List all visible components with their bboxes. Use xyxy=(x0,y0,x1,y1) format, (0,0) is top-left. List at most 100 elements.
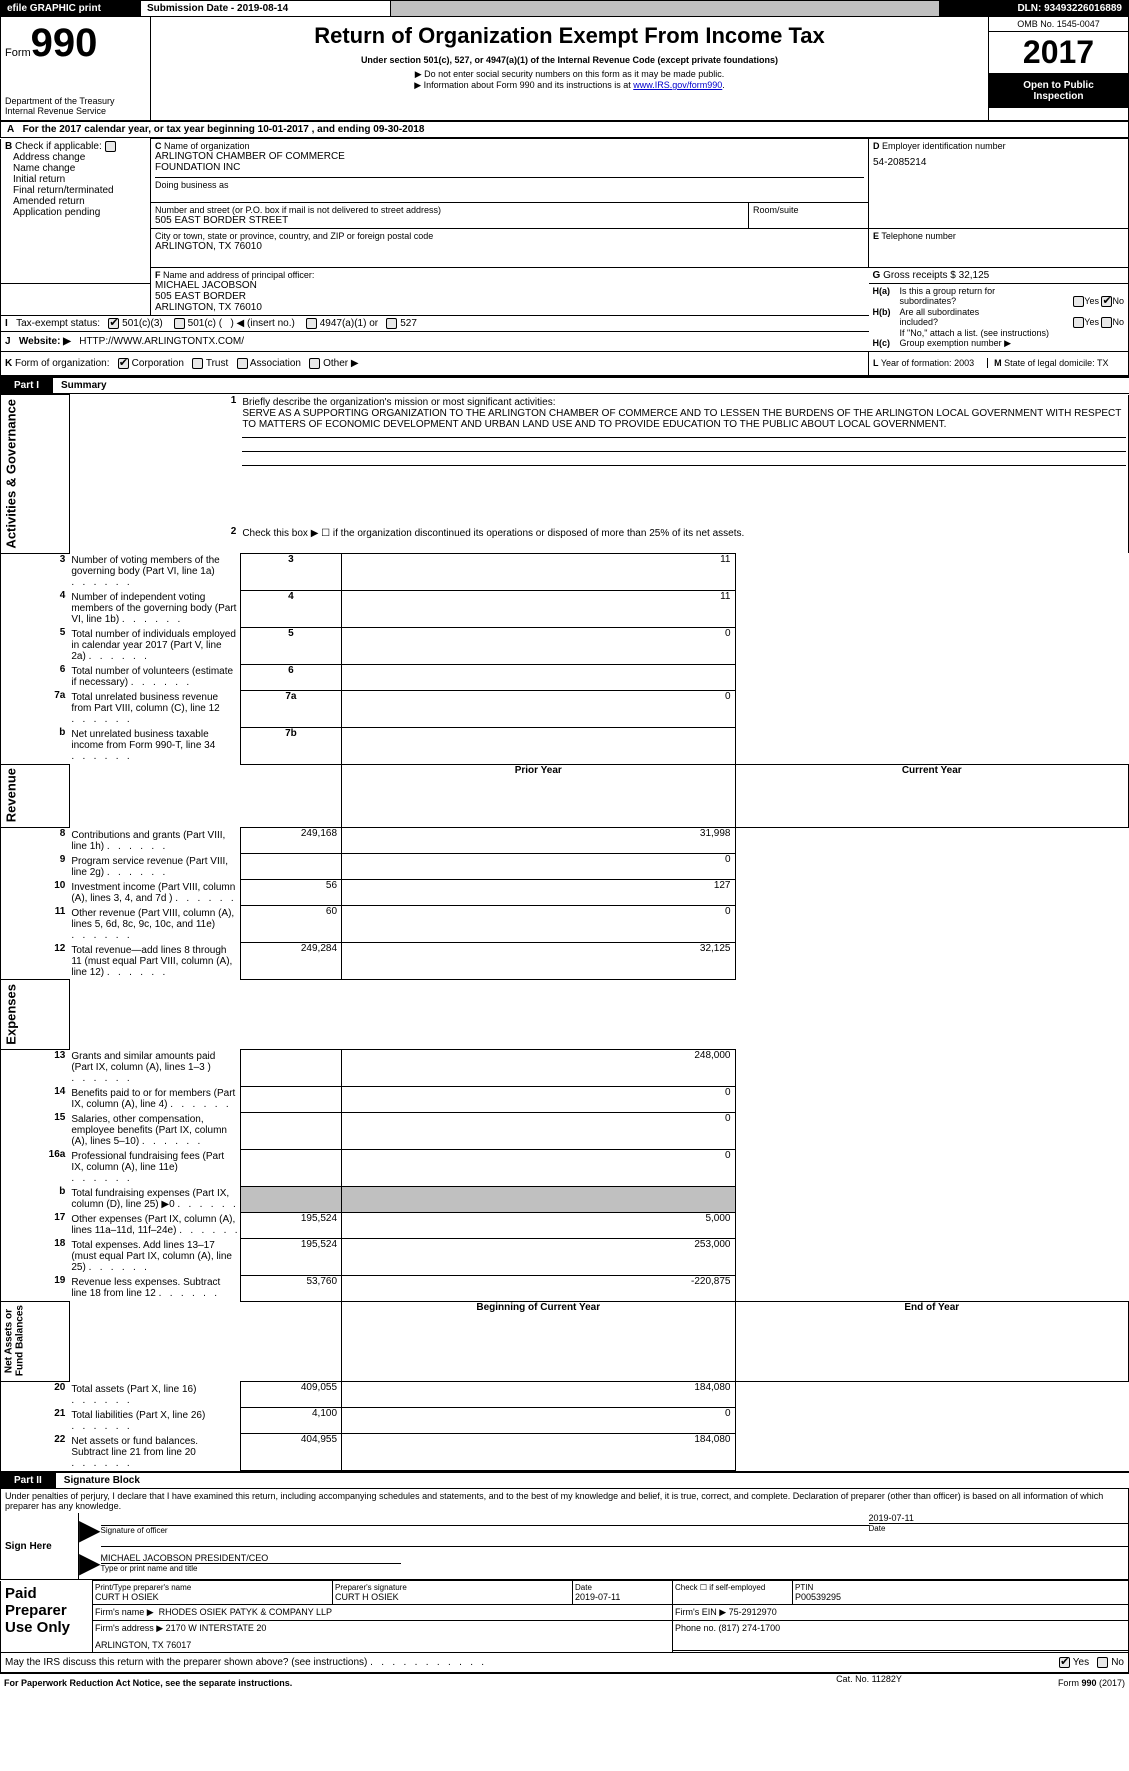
page-footer: For Paperwork Reduction Act Notice, see … xyxy=(0,1674,1129,1692)
footer-form: 990 xyxy=(1081,1678,1096,1688)
b-opt-2: Initial return xyxy=(5,174,146,185)
vert-net: Net Assets orFund Balances xyxy=(1,1301,70,1381)
g-lbl: Gross receipts $ xyxy=(883,270,959,281)
part-ii-label: Part II xyxy=(0,1473,56,1488)
line2-text: Check this box ▶ ☐ if the organization d… xyxy=(240,526,1128,554)
part-i-title: Summary xyxy=(53,378,115,393)
i-501c3-check[interactable] xyxy=(108,318,119,329)
year-end: 09-30-2018 xyxy=(373,124,424,135)
submission-date-label: Submission Date - xyxy=(147,3,237,14)
tax-year: 2017 xyxy=(989,32,1128,74)
street-lbl: Number and street (or P.O. box if mail i… xyxy=(155,205,744,215)
dba-lbl: Doing business as xyxy=(155,177,864,190)
open-public-2: Inspection xyxy=(991,91,1126,102)
firm-addr1: 2170 W INTERSTATE 20 xyxy=(166,1623,267,1633)
form-word: Form xyxy=(5,47,31,59)
mission-text: SERVE AS A SUPPORTING ORGANIZATION TO TH… xyxy=(242,408,1121,430)
m-val: TX xyxy=(1097,358,1109,368)
submission-date: 2019-08-14 xyxy=(237,3,288,14)
l-val: 2003 xyxy=(954,358,974,368)
line-a-text: For the 2017 calendar year, or tax year … xyxy=(23,124,258,135)
type-name-lbl: Type or print name and title xyxy=(101,1564,1128,1573)
sig-officer-lbl: Signature of officer xyxy=(101,1525,869,1535)
b-opt-0: Address change xyxy=(5,152,146,163)
col-beg: Beginning of Current Year xyxy=(342,1301,735,1381)
website-url: HTTP://WWW.ARLINGTONTX.COM/ xyxy=(79,336,244,347)
vert-expenses: Expenses xyxy=(1,980,70,1050)
footer-mid: Cat. No. 11282Y xyxy=(769,1674,969,1692)
m-lbl: State of legal domicile: xyxy=(1004,358,1097,368)
info-note: Information about Form 990 and its instr… xyxy=(424,80,634,90)
part-ii-title: Signature Block xyxy=(56,1473,148,1488)
prep-name: CURT H OSIEK xyxy=(95,1592,330,1602)
hb-no-check[interactable] xyxy=(1101,317,1112,328)
hb-3: If "No," attach a list. (see instruction… xyxy=(900,328,1124,338)
k-opt2: Association xyxy=(250,358,301,369)
perjury-text: Under penalties of perjury, I declare th… xyxy=(0,1489,1129,1513)
paid-preparer-label: Paid Preparer Use Only xyxy=(1,1581,93,1653)
k-assoc-check[interactable] xyxy=(237,358,248,369)
line-a-mid: , and ending xyxy=(312,124,374,135)
prep-sig: CURT H OSIEK xyxy=(335,1592,570,1602)
ha-yes-check[interactable] xyxy=(1073,296,1084,307)
dln-value: 93493226016889 xyxy=(1044,3,1122,14)
c-name-lbl: Name of organization xyxy=(164,141,250,151)
phone-val: (817) 274-1700 xyxy=(719,1623,781,1633)
b-opt-5: Application pending xyxy=(5,207,146,218)
i-opt1: 501(c)(3) xyxy=(122,318,163,329)
firm-addr2: ARLINGTON, TX 76017 xyxy=(95,1640,670,1650)
form-header: Form990 Department of the Treasury Inter… xyxy=(0,17,1129,122)
sig-date-lbl: Date xyxy=(869,1523,1129,1533)
entity-info: B Check if applicable: Address change Na… xyxy=(0,138,1129,376)
discuss-yes-check[interactable] xyxy=(1059,1657,1070,1668)
l-lbl: Year of formation: xyxy=(881,358,954,368)
open-public-1: Open to Public xyxy=(991,80,1126,91)
part-ii-header: Part II Signature Block xyxy=(0,1471,1129,1489)
dept-treasury: Department of the Treasury xyxy=(5,96,146,106)
k-corp-check[interactable] xyxy=(118,358,129,369)
hb-yes-check[interactable] xyxy=(1073,317,1084,328)
prep-sig-lbl: Preparer's signature xyxy=(335,1583,570,1592)
i-opt4: 527 xyxy=(400,318,417,329)
firm-addr-lbl: Firm's address ▶ xyxy=(95,1623,163,1633)
discuss-text: May the IRS discuss this return with the… xyxy=(5,1657,484,1668)
sign-here-label: Sign Here xyxy=(1,1513,79,1580)
efile-label: efile GRAPHIC print xyxy=(1,1,141,17)
i-opt2b: ) ◀ (insert no.) xyxy=(230,318,294,329)
check-applicable[interactable] xyxy=(105,141,116,152)
discuss-no-check[interactable] xyxy=(1097,1657,1108,1668)
b-opt-4: Amended return xyxy=(5,196,146,207)
top-bar: efile GRAPHIC print Submission Date - 20… xyxy=(0,0,1129,17)
i-501c-check[interactable] xyxy=(174,318,185,329)
k-opt0: Corporation xyxy=(132,358,184,369)
yes-lbl: Yes xyxy=(1084,296,1099,306)
officer-name-title: MICHAEL JACOBSON PRESIDENT/CEO xyxy=(101,1553,401,1564)
summary-table: Activities & Governance 1 Briefly descri… xyxy=(0,394,1129,1471)
ha-1: Is this a group return for xyxy=(900,286,1047,296)
i-4947-check[interactable] xyxy=(306,318,317,329)
room-lbl: Room/suite xyxy=(753,205,864,215)
city-lbl: City or town, state or province, country… xyxy=(155,231,864,241)
g-val: 32,125 xyxy=(959,270,990,281)
e-lbl: Telephone number xyxy=(881,231,956,241)
ha-no-check[interactable] xyxy=(1101,296,1112,307)
i-opt3: 4947(a)(1) or xyxy=(320,318,378,329)
firm-ein-lbl: Firm's EIN ▶ xyxy=(675,1607,726,1617)
j-lbl: Website: ▶ xyxy=(19,336,71,347)
i-527-check[interactable] xyxy=(386,318,397,329)
k-other-check[interactable] xyxy=(309,358,320,369)
col-end: End of Year xyxy=(735,1301,1129,1381)
ptin-lbl: PTIN xyxy=(795,1583,1126,1592)
prep-date-lbl: Date xyxy=(575,1583,670,1592)
year-begin: 10-01-2017 xyxy=(258,124,309,135)
k-trust-check[interactable] xyxy=(192,358,203,369)
part-i-label: Part I xyxy=(0,378,53,393)
street-val: 505 EAST BORDER STREET xyxy=(155,215,744,226)
irs-link[interactable]: www.IRS.gov/form990 xyxy=(633,80,722,90)
b-label: Check if applicable: xyxy=(15,141,102,152)
self-employed-check: Check ☐ if self-employed xyxy=(673,1581,793,1605)
firm-name: RHODES OSIEK PATYK & COMPANY LLP xyxy=(159,1607,332,1617)
prep-date: 2019-07-11 xyxy=(575,1592,670,1602)
ptin-val: P00539295 xyxy=(795,1592,1126,1602)
org-name-2: FOUNDATION INC xyxy=(155,162,864,173)
